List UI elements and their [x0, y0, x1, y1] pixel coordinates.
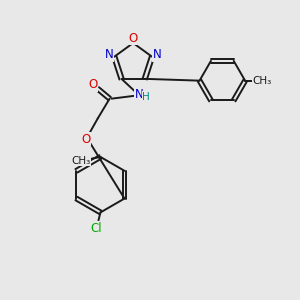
Text: N: N — [153, 48, 161, 61]
Text: CH₃: CH₃ — [71, 156, 90, 166]
Text: O: O — [81, 133, 91, 146]
Text: N: N — [105, 48, 114, 61]
Text: CH₃: CH₃ — [252, 76, 272, 85]
Text: H: H — [142, 92, 150, 102]
Text: O: O — [128, 32, 138, 44]
Text: N: N — [135, 88, 144, 101]
Text: Cl: Cl — [91, 222, 102, 235]
Text: O: O — [88, 78, 98, 91]
